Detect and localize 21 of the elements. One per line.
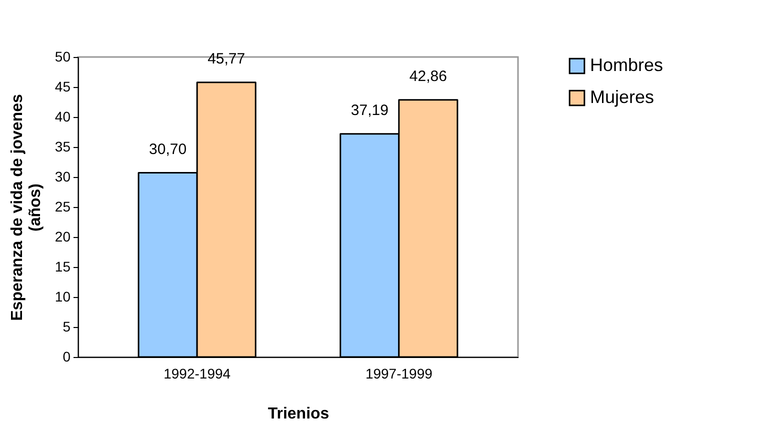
y-tick-label: 45 [54,78,71,94]
x-tick-label: 1992-1994 [164,366,231,382]
data-label: 42,86 [409,68,447,85]
y-tick-label: 25 [54,198,71,214]
legend-label: Mujeres [590,87,654,107]
y-tick-label: 20 [54,228,71,244]
legend-label: Hombres [590,55,664,75]
y-tick-label: 5 [62,318,71,334]
y-tick-label: 15 [54,258,71,274]
y-tick-label: 40 [54,108,71,124]
y-tick-label: 0 [62,348,71,364]
data-label: 30,70 [149,140,187,158]
y-tick-label: 30 [54,168,71,184]
x-tick-label: 1997-1999 [365,366,433,382]
y-tick-label: 35 [54,138,71,154]
data-label: 45,77 [208,50,246,68]
x-axis-title: Trienios [268,406,330,422]
data-label: 37,19 [350,102,388,119]
y-tick-label: 10 [54,288,71,304]
y-tick-label: 50 [54,48,71,64]
y-axis-title: Esperanza de vida de jovenes (años) [8,94,44,321]
